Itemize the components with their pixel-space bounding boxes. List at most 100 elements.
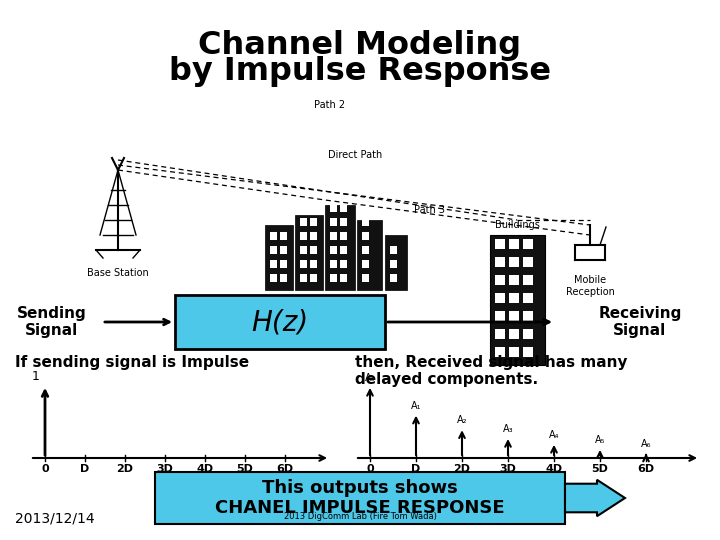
Bar bbox=[270, 260, 277, 268]
Bar bbox=[325, 205, 355, 290]
FancyArrow shape bbox=[565, 480, 625, 516]
Bar bbox=[310, 260, 317, 268]
Text: A₂: A₂ bbox=[456, 415, 467, 426]
Bar bbox=[362, 232, 369, 240]
Text: 5D: 5D bbox=[237, 464, 253, 474]
Bar bbox=[280, 274, 287, 282]
Bar bbox=[340, 246, 347, 254]
Bar bbox=[362, 246, 369, 254]
Text: A₅: A₅ bbox=[595, 435, 606, 445]
Text: 0: 0 bbox=[41, 464, 49, 474]
Bar bbox=[523, 275, 533, 285]
Bar bbox=[509, 257, 519, 267]
Bar bbox=[495, 329, 505, 339]
Text: 2D: 2D bbox=[454, 464, 470, 474]
Bar bbox=[523, 329, 533, 339]
Bar bbox=[357, 220, 382, 290]
Text: Direct Path: Direct Path bbox=[328, 150, 382, 160]
Bar bbox=[523, 239, 533, 249]
Text: A₃: A₃ bbox=[503, 424, 513, 434]
Bar bbox=[310, 246, 317, 254]
Text: Path 2: Path 2 bbox=[315, 100, 346, 110]
Bar bbox=[270, 232, 277, 240]
Bar bbox=[340, 218, 347, 226]
Bar bbox=[509, 329, 519, 339]
Text: 4D: 4D bbox=[197, 464, 214, 474]
Bar bbox=[280, 260, 287, 268]
Bar bbox=[280, 246, 287, 254]
Text: A₄: A₄ bbox=[549, 430, 559, 440]
Bar bbox=[330, 274, 337, 282]
Bar bbox=[310, 218, 317, 226]
Bar bbox=[265, 225, 293, 290]
Text: H(z): H(z) bbox=[251, 308, 309, 336]
Bar bbox=[495, 311, 505, 321]
Bar bbox=[390, 274, 397, 282]
Bar bbox=[390, 260, 397, 268]
Bar bbox=[509, 293, 519, 303]
Bar bbox=[362, 274, 369, 282]
Bar bbox=[340, 260, 347, 268]
Bar bbox=[523, 347, 533, 357]
Bar bbox=[509, 347, 519, 357]
Bar bbox=[330, 246, 337, 254]
Bar bbox=[495, 347, 505, 357]
Bar bbox=[523, 311, 533, 321]
Text: D: D bbox=[81, 464, 89, 474]
Bar bbox=[390, 246, 397, 254]
Bar bbox=[310, 274, 317, 282]
Bar bbox=[340, 204, 347, 212]
Bar bbox=[509, 239, 519, 249]
Text: 6D: 6D bbox=[276, 464, 294, 474]
Text: Path 3: Path 3 bbox=[415, 205, 446, 215]
Text: 1: 1 bbox=[32, 370, 40, 383]
Bar bbox=[270, 246, 277, 254]
Text: 4D: 4D bbox=[546, 464, 562, 474]
Text: 2013/12/14: 2013/12/14 bbox=[15, 512, 94, 526]
Bar bbox=[362, 260, 369, 268]
Bar bbox=[330, 260, 337, 268]
Bar bbox=[490, 235, 545, 365]
Bar bbox=[330, 204, 337, 212]
Bar bbox=[495, 293, 505, 303]
Bar bbox=[495, 275, 505, 285]
Text: Channel Modeling: Channel Modeling bbox=[199, 30, 521, 61]
Text: D: D bbox=[411, 464, 420, 474]
Bar bbox=[155, 472, 565, 524]
Bar bbox=[509, 275, 519, 285]
Bar bbox=[300, 246, 307, 254]
Text: 6D: 6D bbox=[637, 464, 654, 474]
Text: Sending
Signal: Sending Signal bbox=[17, 306, 87, 338]
Text: 0: 0 bbox=[366, 464, 374, 474]
Bar bbox=[300, 232, 307, 240]
Bar bbox=[300, 274, 307, 282]
Bar bbox=[495, 239, 505, 249]
Bar bbox=[295, 215, 323, 290]
Text: If sending signal is Impulse: If sending signal is Impulse bbox=[15, 355, 249, 370]
Text: 3D: 3D bbox=[500, 464, 516, 474]
Bar bbox=[175, 295, 385, 349]
Bar bbox=[300, 218, 307, 226]
Text: 2013 DigComm Lab (Fire Tom Wada): 2013 DigComm Lab (Fire Tom Wada) bbox=[284, 512, 436, 521]
Bar bbox=[340, 232, 347, 240]
Text: This outputs shows: This outputs shows bbox=[262, 478, 458, 497]
Text: 3D: 3D bbox=[156, 464, 174, 474]
Text: by Impulse Response: by Impulse Response bbox=[169, 56, 551, 87]
Bar bbox=[270, 274, 277, 282]
Text: Mobile
Reception: Mobile Reception bbox=[566, 275, 614, 296]
Text: A₁: A₁ bbox=[410, 401, 421, 411]
Bar bbox=[300, 260, 307, 268]
Bar bbox=[310, 232, 317, 240]
Bar bbox=[509, 311, 519, 321]
Bar bbox=[523, 293, 533, 303]
Bar bbox=[330, 218, 337, 226]
Bar bbox=[523, 257, 533, 267]
Text: A₆: A₆ bbox=[641, 438, 652, 449]
Bar bbox=[362, 218, 369, 226]
Bar bbox=[385, 235, 407, 290]
Text: 2D: 2D bbox=[117, 464, 133, 474]
Bar bbox=[340, 274, 347, 282]
Text: CHANEL IMPULSE RESPONSE: CHANEL IMPULSE RESPONSE bbox=[215, 500, 505, 517]
Text: Receiving
Signal: Receiving Signal bbox=[598, 306, 682, 338]
Bar bbox=[280, 232, 287, 240]
